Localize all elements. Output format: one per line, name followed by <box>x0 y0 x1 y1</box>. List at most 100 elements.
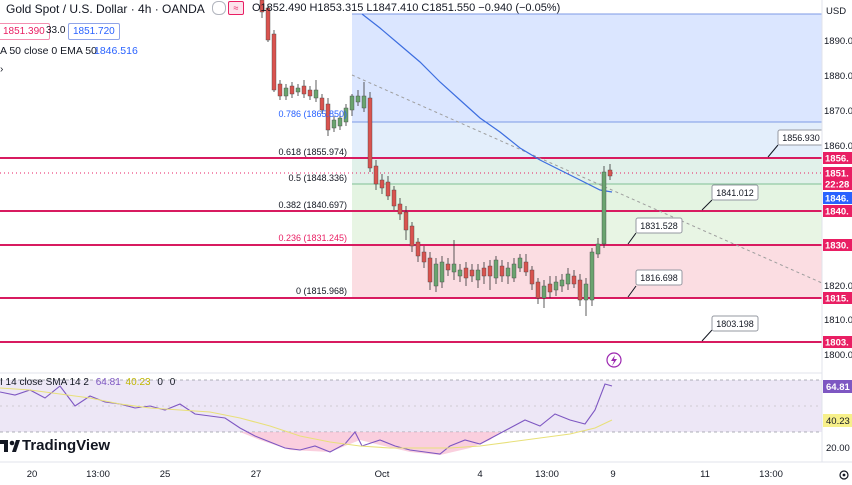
bid-price-button[interactable]: 1851.390 <box>0 23 50 40</box>
price-badge: 1856. <box>825 154 849 165</box>
candle-body <box>307 89 313 97</box>
candle-body <box>373 165 379 185</box>
price-badge: 1830. <box>825 241 849 252</box>
lightning-icon[interactable] <box>606 352 622 368</box>
callout-1803: 1803.198 <box>716 319 754 329</box>
candle-body <box>439 261 445 283</box>
time-axis[interactable]: 20 13:00 25 27 Oct 4 13:00 9 11 13:00 <box>27 469 783 480</box>
fib-zone-382 <box>352 211 822 245</box>
candle-body <box>505 267 511 277</box>
candle-body <box>379 179 385 189</box>
candle-body <box>577 279 583 301</box>
candle-body <box>595 243 601 255</box>
ohlc-values: O1852.490 H1853.315 L1847.410 C1851.550 … <box>252 2 561 14</box>
callout-1856: 1856.930 <box>782 133 820 143</box>
candle-body <box>259 0 265 13</box>
candle-body <box>367 97 373 169</box>
candle-body <box>289 85 295 95</box>
fib-zone-top <box>352 14 822 122</box>
price-tick: 1820.0 <box>824 281 852 292</box>
candle-body <box>511 263 517 279</box>
price-badge: 1803. <box>825 338 849 349</box>
candle-body <box>529 269 535 285</box>
candle-body <box>295 87 301 93</box>
rsi-line <box>0 383 613 455</box>
fib-label-786: 0.786 (1865.850) <box>278 109 347 119</box>
price-badge-bg <box>823 178 852 190</box>
ema-legend-label[interactable]: A 50 close 0 EMA 50 <box>0 45 97 57</box>
candle-body <box>493 259 499 279</box>
rsi-legend-v4: 0 <box>169 377 176 388</box>
candle-body <box>481 267 487 277</box>
rsi-legend-v1: 64.81 <box>95 377 121 388</box>
ema-50-line <box>361 13 613 193</box>
tradingview-logo <box>0 440 20 452</box>
rsi-legend[interactable]: I 14 close SMA 14 2 64.81 40.23 0 0 <box>0 377 175 391</box>
price-badge: 1840. <box>825 207 849 218</box>
candle-body <box>349 95 355 111</box>
price-tick: 1810.0 <box>824 315 852 326</box>
rsi-tick: 20.00 <box>826 443 850 454</box>
price-tick: 1800.0 <box>824 350 852 361</box>
time-tick: 13:00 <box>86 469 110 480</box>
callout-1831: 1831.528 <box>640 221 678 231</box>
candle-body <box>571 275 577 285</box>
candle-body <box>301 85 307 95</box>
price-tick: 1860.0 <box>824 141 852 152</box>
fib-label-236: 0.236 (1831.245) <box>278 233 347 243</box>
symbol-title[interactable]: Gold Spot / U.S. Dollar · 4h · OANDA <box>6 2 205 16</box>
price-badge-bg <box>823 205 852 217</box>
candle-body <box>265 7 271 41</box>
fib-label-618: 0.618 (1855.974) <box>278 147 347 157</box>
rsi-legend-v2: 40.23 <box>125 377 151 388</box>
candle-body <box>541 285 547 299</box>
candle-body <box>475 269 481 281</box>
price-badge-bg <box>823 192 852 204</box>
settings-gear-icon[interactable] <box>839 470 849 480</box>
brand-name: TradingView <box>22 437 111 454</box>
candle-body <box>469 269 475 277</box>
candles <box>259 0 613 316</box>
rsi-badge-2 <box>823 414 852 427</box>
candle-body <box>277 83 283 97</box>
candle-body <box>463 267 469 279</box>
price-badge: 22:28 <box>825 180 849 191</box>
indicator-toggle-icon[interactable]: ≈ <box>228 1 244 15</box>
candle-body <box>559 279 565 287</box>
price-badge-bg <box>823 292 852 304</box>
candle-body <box>403 211 409 231</box>
fib-zone-618 <box>352 158 822 184</box>
candle-body <box>421 251 427 263</box>
fib-label-5: 0.5 (1848.336) <box>288 173 347 183</box>
candle-body <box>409 225 415 247</box>
price-badge-bg <box>823 239 852 251</box>
trend-line[interactable] <box>351 74 823 284</box>
collapse-toggle-icon[interactable] <box>212 1 226 15</box>
time-tick: 13:00 <box>759 469 783 480</box>
candle-body <box>325 103 331 131</box>
candle-body <box>313 89 319 99</box>
legend-collapse-icon[interactable]: › <box>0 64 4 75</box>
candle-body <box>451 263 457 273</box>
price-callouts[interactable]: 1856.930 1841.012 1831.528 1816.698 1803… <box>635 129 825 332</box>
candle-body <box>589 251 595 301</box>
candle-body <box>337 117 343 127</box>
candle-body <box>433 263 439 287</box>
callout-1816: 1816.698 <box>640 273 678 283</box>
callout-connectors <box>627 144 779 342</box>
time-tick: 27 <box>251 469 262 480</box>
time-tick: 25 <box>160 469 171 480</box>
candle-body <box>601 171 607 245</box>
candle-body <box>343 107 349 123</box>
candle-body <box>457 269 463 277</box>
candle-body <box>283 87 289 97</box>
price-tick: 1870.0 <box>824 106 852 117</box>
candle-body <box>385 181 391 197</box>
candle-body <box>355 95 361 103</box>
rsi-legend-label: I 14 close SMA 14 2 <box>0 377 89 388</box>
price-badge-bg <box>823 336 852 348</box>
candle-body <box>547 283 553 293</box>
price-badge: 1846. <box>825 194 849 205</box>
ask-price-button[interactable]: 1851.720 <box>68 23 120 40</box>
